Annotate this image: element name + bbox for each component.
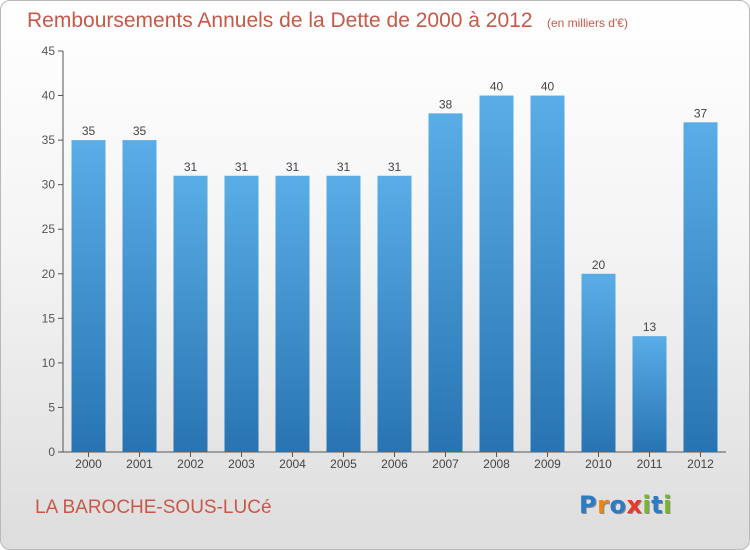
x-tick-label-2005: 2005 xyxy=(330,457,357,471)
y-tick-label: 25 xyxy=(42,222,56,236)
chart-header: Remboursements Annuels de la Dette de 20… xyxy=(27,7,628,37)
x-tick-label-2006: 2006 xyxy=(381,457,408,471)
bar-2002 xyxy=(173,175,208,452)
data-label-2002: 31 xyxy=(184,160,198,174)
bar-2004 xyxy=(275,175,310,452)
y-tick-label: 20 xyxy=(42,267,56,281)
x-tick-label-2008: 2008 xyxy=(483,457,510,471)
bar-2005 xyxy=(326,175,361,452)
x-tick-label-2003: 2003 xyxy=(228,457,255,471)
bar-2003 xyxy=(224,175,259,452)
bar-2012 xyxy=(683,122,718,453)
chart-unit-note: (en milliers d'€) xyxy=(546,16,628,30)
data-label-2004: 31 xyxy=(286,160,300,174)
logo-letter: P xyxy=(579,491,598,519)
x-tick-label-2001: 2001 xyxy=(126,457,153,471)
data-label-2006: 31 xyxy=(388,160,402,174)
y-tick-label: 15 xyxy=(42,311,56,325)
y-tick-label: 0 xyxy=(48,445,55,459)
bar-2008 xyxy=(479,95,514,453)
x-tick-label-2012: 2012 xyxy=(687,457,714,471)
data-label-2010: 20 xyxy=(592,258,606,272)
x-tick-label-2010: 2010 xyxy=(585,457,612,471)
chart-title: Remboursements Annuels de la Dette de 20… xyxy=(27,9,533,32)
bar-2007 xyxy=(428,113,463,452)
y-tick-label: 10 xyxy=(42,356,56,370)
data-label-2009: 40 xyxy=(541,80,555,94)
data-label-2008: 40 xyxy=(490,80,504,94)
x-tick-label-2000: 2000 xyxy=(75,457,102,471)
y-tick-label: 45 xyxy=(42,44,56,58)
logo-letter: x xyxy=(626,491,643,519)
bar-2009 xyxy=(530,95,565,453)
data-label-2007: 38 xyxy=(439,97,453,111)
y-tick-label: 40 xyxy=(42,89,56,103)
data-label-2011: 13 xyxy=(643,320,657,334)
x-tick-label-2009: 2009 xyxy=(534,457,561,471)
x-tick-label-2002: 2002 xyxy=(177,457,204,471)
logo-letter: r xyxy=(597,491,610,519)
logo-letter: i xyxy=(642,491,652,519)
bar-2011 xyxy=(632,336,667,452)
x-tick-label-2011: 2011 xyxy=(637,457,663,471)
x-tick-label-2004: 2004 xyxy=(279,457,306,471)
data-label-2003: 31 xyxy=(235,160,249,174)
bar-2010 xyxy=(581,273,616,452)
y-tick-label: 35 xyxy=(42,133,56,147)
data-label-2001: 35 xyxy=(133,124,147,138)
logo-letter: i xyxy=(663,491,672,519)
town-name: LA BAROCHE-SOUS-LUCé xyxy=(35,497,272,518)
data-label-2005: 31 xyxy=(337,160,351,174)
proxiti-logo: Proxiti xyxy=(579,491,672,519)
x-tick-label-2007: 2007 xyxy=(432,457,459,471)
data-label-2000: 35 xyxy=(82,124,96,138)
y-tick-label: 5 xyxy=(48,400,55,414)
logo-letter: o xyxy=(609,491,627,519)
bar-2000 xyxy=(71,140,106,452)
data-label-2012: 37 xyxy=(694,106,708,120)
bar-2006 xyxy=(377,175,412,452)
y-tick-label: 30 xyxy=(42,178,56,192)
logo-letter: t xyxy=(651,491,664,519)
bar-2001 xyxy=(122,140,157,452)
